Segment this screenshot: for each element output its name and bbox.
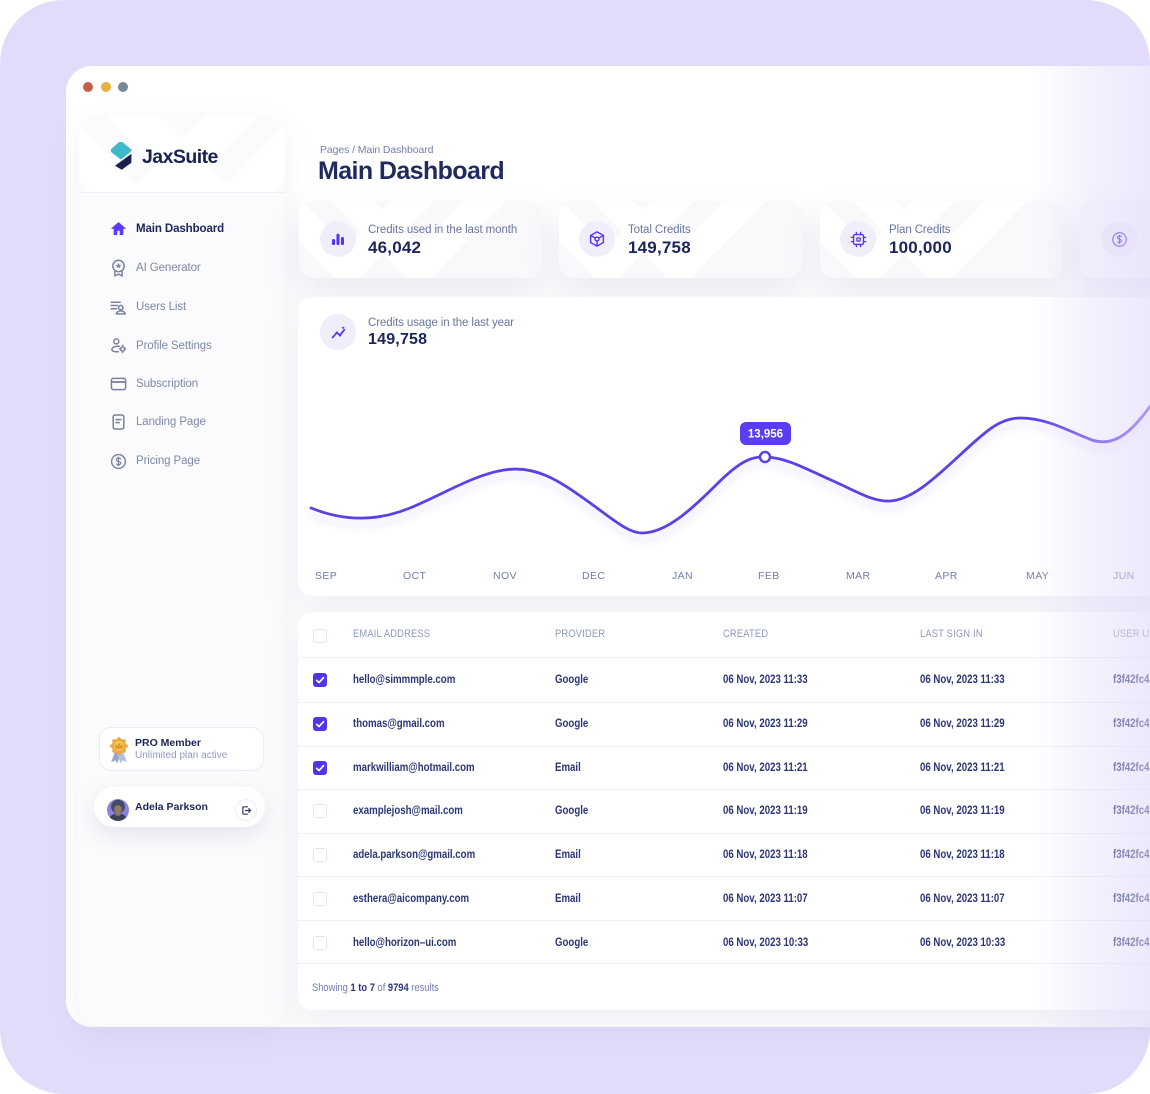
svg-text:13,956: 13,956 [748, 429, 783, 441]
